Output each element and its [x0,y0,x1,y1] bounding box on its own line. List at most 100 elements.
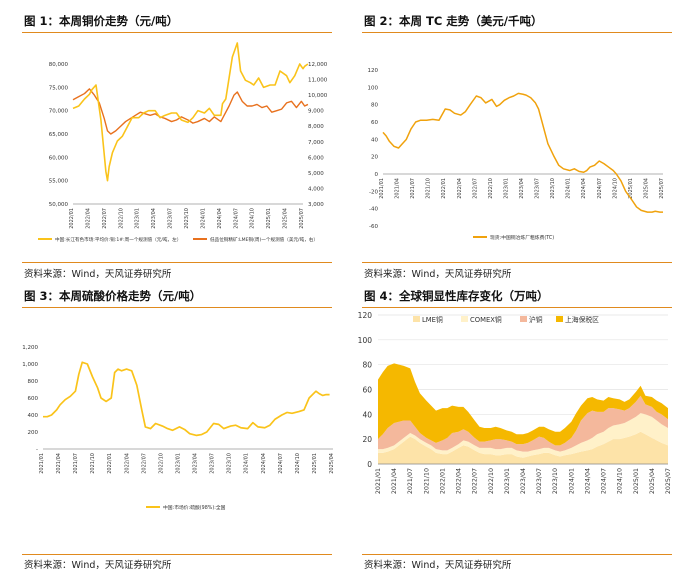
chart1-legend-label-1: 低品位铜精矿:LME铜(周)一个规测值（美元/吨，右） [210,236,318,243]
chart2-y-tick: 0 [375,172,379,178]
chart2-x-tick: 2021/04 [395,178,401,199]
chart3-y-tick: 1,000 [22,362,38,368]
chart1-series-changjiang [72,42,309,182]
chart1-x-tick: 2025/04 [283,208,289,229]
chart4-bottom-rule [362,554,672,555]
chart1-left-tick: 55,000 [49,179,69,185]
chart1-right-tick: 10,000 [308,93,328,99]
chart2-y-tick: -20 [369,189,378,195]
chart1-x-tick: 2024/04 [217,208,223,229]
chart4-legend-label-2: 沪铜 [529,315,543,324]
chart1-bottom-rule [22,262,332,263]
chart4-x-tick: 2021/10 [423,468,430,494]
chart1-x-tick: 2023/10 [184,208,190,229]
chart3-y-tick: 200 [28,430,39,436]
chart1-x-tick: 2024/01 [200,208,206,229]
chart2-x-tick: 2025/01 [628,178,634,199]
chart3-x-tick: 2023/07 [210,453,216,474]
chart2-x-tick: 2022/10 [488,178,494,199]
chart2-x-tick: 2022/07 [472,178,478,199]
chart2-y-tick: 120 [368,68,379,74]
chart4-x-tick: 2023/04 [520,468,527,494]
chart3-x-tick: 2022/07 [141,453,147,474]
chart4-x-tick: 2022/10 [488,468,495,494]
chart4-legend-label-1: COMEX铜 [470,315,502,324]
chart2-x-tick: 2021/07 [410,178,416,199]
chart4-x-tick: 2025/07 [665,468,672,494]
chart4-x-tick: 2024/10 [617,468,624,494]
chart1-left-tick: 65,000 [49,132,69,138]
chart3-y-tick: 400 [28,413,39,419]
chart2-y-tick: -60 [369,224,378,230]
chart4-legend-label-3: 上海保税区 [565,315,599,324]
chart1-x-tick: 2024/07 [233,208,239,229]
chart4-legend-swatch-2 [520,316,527,322]
chart4-source: 资料来源：Wind，天风证券研究所 [364,560,512,571]
chart4-y-tick: 0 [367,460,372,469]
chart3-legend-label: 中国:市场价:硫酸(98%):全国 [163,504,226,511]
chart3-y-tick: 800 [28,379,39,385]
chart4-legend-swatch-0 [413,316,420,322]
chart4-x-tick: 2021/01 [375,468,382,494]
chart3-x-tick: 2023/04 [193,453,199,474]
chart2-x-tick: 2024/07 [597,178,603,199]
chart3-y-tick: 1,200 [22,345,38,351]
chart1-left-tick: 70,000 [49,109,69,115]
chart3-bottom-rule [22,554,332,555]
chart2-bottom-rule [362,262,672,263]
chart2-x-tick: 2025/07 [659,178,665,199]
chart2-y-tick: 40 [371,137,378,143]
chart4-x-tick: 2024/04 [584,468,591,494]
chart4-y-tick: 80 [362,361,372,370]
chart2-tc: -60 -40 -20 0 20 40 60 80 100 120 2021/01 2021/04 20… [368,68,666,241]
chart4-inventory: 0 20 40 60 80 100 120 2021/01 2021/04 2021/07 2021… [358,311,672,494]
chart3-series-acid [43,361,330,437]
chart1-right-tick: 4,000 [308,186,324,192]
chart2-x-tick: 2024/04 [581,178,587,199]
chart4-x-tick: 2021/07 [407,468,414,494]
chart4-x-tick: 2021/04 [391,468,398,494]
chart3-x-tick: 2021/04 [56,453,62,474]
chart1-right-tick: 7,000 [308,140,324,146]
chart1-left-tick: 50,000 [49,202,69,208]
chart2-x-tick: 2021/10 [426,178,432,199]
chart4-x-tick: 2025/01 [633,468,640,494]
chart2-legend-label: 现货:中国铜冶炼厂粗炼费(TC) [490,234,554,241]
chart3-x-tick: 2021/01 [39,453,45,474]
chart3-x-tick: 2025/01 [312,453,318,474]
chart4-x-tick: 2023/07 [536,468,543,494]
chart3-x-tick: 2023/10 [227,453,233,474]
chart3-x-tick: 2022/10 [158,453,164,474]
chart4-legend-swatch-1 [461,316,468,322]
chart2-y-tick: 60 [371,120,378,126]
chart4-legend-label-0: LME铜 [422,315,443,324]
chart3-source: 资料来源：Wind，天风证券研究所 [24,560,172,571]
chart1-title-rule [22,32,332,33]
chart3-y-tick: 600 [28,396,39,402]
chart1-right-tick: 8,000 [308,124,324,130]
chart1-x-tick: 2025/07 [299,208,305,229]
chart4-x-tick: 2022/04 [456,468,463,494]
chart1-right-tick: 6,000 [308,155,324,161]
chart2-y-tick: -40 [369,207,378,213]
chart3-x-tick: 2021/07 [73,453,79,474]
chart1-right-tick: 12,000 [308,62,328,68]
chart2-x-tick: 2023/07 [535,178,541,199]
chart1-source: 资料来源：Wind，天风证券研究所 [24,269,172,280]
chart1-x-tick: 2023/07 [168,208,174,229]
chart3-sulfuric-acid: - 200 400 600 800 1,000 1,200 2021/01 2021/04 202… [22,345,335,511]
chart1-x-tick: 2022/01 [69,208,75,229]
chart3-x-tick: 2022/04 [124,453,130,474]
chart1-x-tick: 2023/04 [151,208,157,229]
chart1-x-tick: 2022/04 [85,208,91,229]
chart3-x-tick: 2024/10 [295,453,301,474]
chart1-right-tick: 3,000 [308,202,324,208]
chart4-title: 图 4：全球铜显性库存变化（万吨） [364,289,549,303]
chart4-area-comex [378,413,668,458]
chart4-x-tick: 2025/04 [649,468,656,494]
chart2-x-tick: 2024/01 [566,178,572,199]
chart3-title: 图 3：本周硫酸价格走势（元/吨） [24,289,202,303]
chart2-y-tick: 80 [371,103,378,109]
chart1-left-tick: 75,000 [49,85,69,91]
chart1-legend-label-0: 中国:长江有色市场:平均价:铜:1#:周一个规测值（元/吨，左） [55,236,181,243]
